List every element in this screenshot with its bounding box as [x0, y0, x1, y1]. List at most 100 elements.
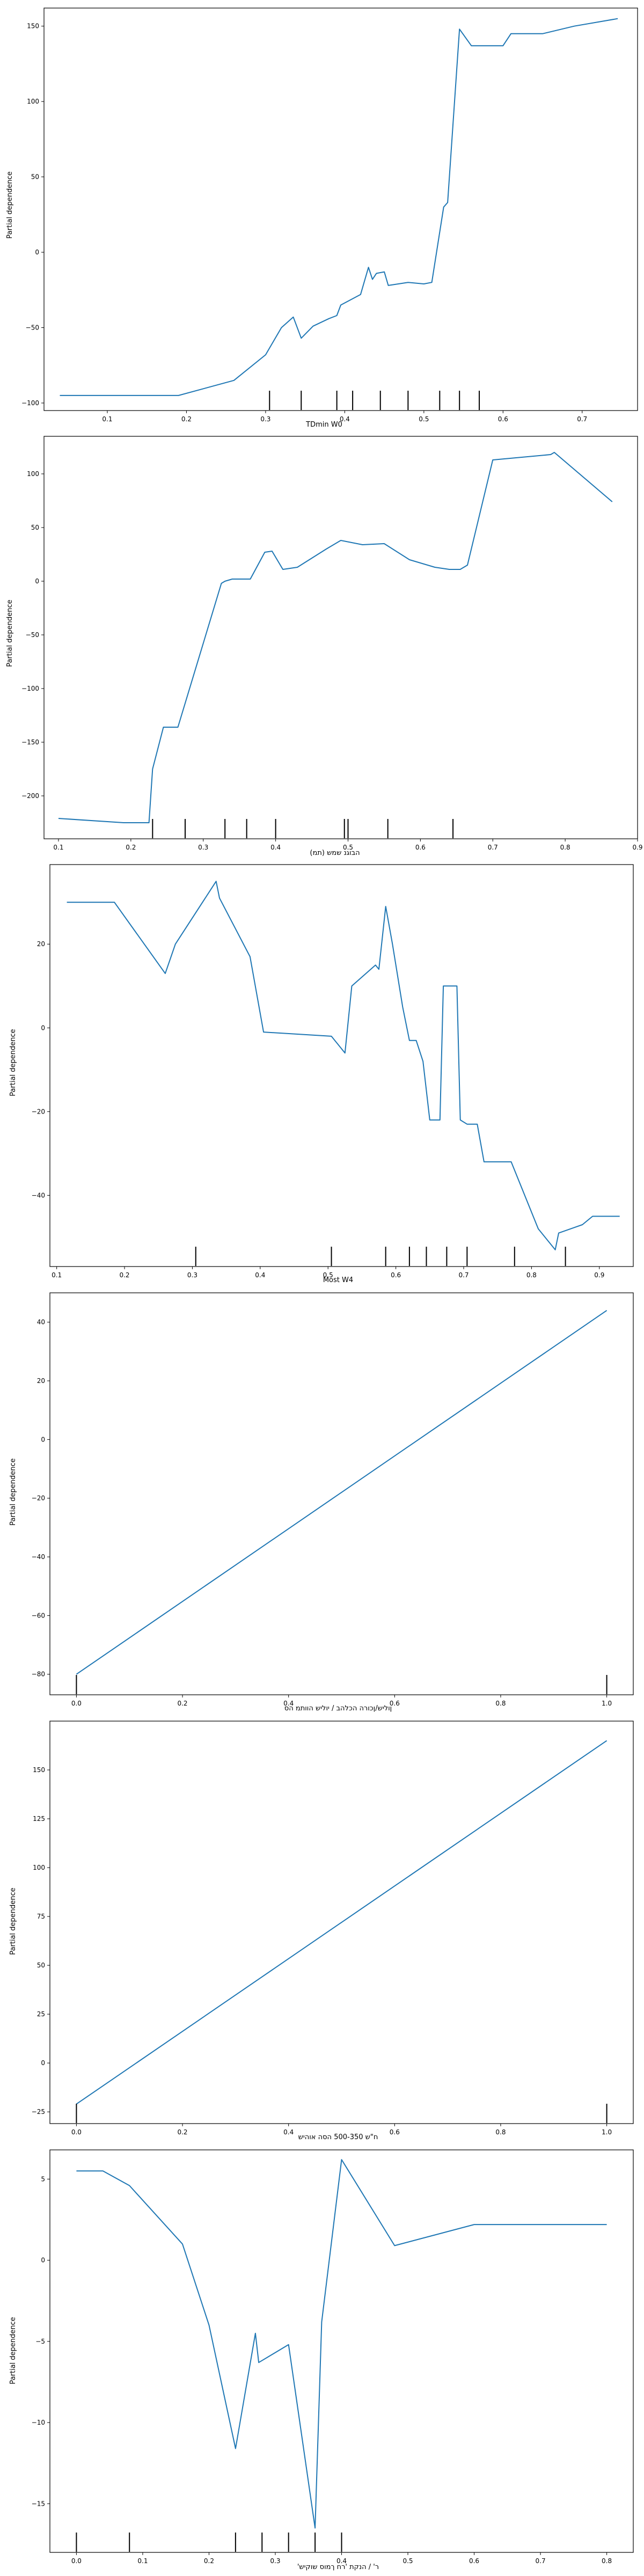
- pd-panel-2: Partial dependence Most W4 0.1 0.2 0.3 0.4 0…: [9, 864, 634, 1284]
- panel-0-x-tick-label: 0.6: [498, 415, 508, 423]
- panel-5-x-tick-label: 0.4: [336, 2557, 347, 2565]
- panel-2-x-tick-label: 0.4: [255, 1271, 265, 1279]
- panel-3-y-axis-label: Partial dependence: [9, 1458, 17, 1525]
- panel-1-x-tick-label: 0.3: [198, 844, 208, 851]
- panel-4-x-tick-label: 0.8: [495, 2128, 506, 2136]
- panel-5-x-axis-label: 'ר' / הנקת 'רח ךמוס שוקיש: [297, 2563, 379, 2571]
- panel-4-x-tick-label: 0.4: [283, 2128, 294, 2136]
- panel-2-x-tick-label: 0.7: [458, 1271, 469, 1279]
- panel-4-y-tick-label: 25: [37, 2010, 45, 2018]
- panel-5-x-tick-label: 0.7: [536, 2557, 546, 2565]
- panel-0-y-tick-label: 150: [27, 23, 39, 30]
- panel-0-y-tick-label: −50: [26, 324, 39, 332]
- panel-1-y-tick-label: 100: [27, 470, 39, 478]
- panel-1-y-tick-label: −50: [26, 631, 39, 639]
- pd-panel-3: Partial dependence ןוליש/ןכורה הכלהב / י…: [9, 1292, 634, 1713]
- panel-1-x-axis-label: (תמ) הבוגנ שמש: [310, 849, 360, 857]
- panel-0-x-tick-label: 0.7: [577, 415, 587, 423]
- panel-1-y-tick-label: 50: [31, 524, 39, 531]
- panel-4-y-tick-label: 125: [33, 1815, 45, 1823]
- panel-2-frame: [49, 864, 634, 1267]
- panel-5-pd-line: [76, 2159, 607, 2529]
- panel-1-x-tick-label: 0.4: [270, 844, 281, 851]
- panel-5-x-tick-label: 0.5: [402, 2557, 413, 2565]
- panel-0-y-tick-label: 50: [31, 173, 39, 181]
- panel-3-x-tick-label: 0.2: [177, 1700, 187, 1707]
- panel-3-x-tick-label: 0.4: [283, 1700, 294, 1707]
- panel-1-x-tick-label: 0.2: [126, 844, 136, 851]
- panel-4-x-tick-label: 1.0: [602, 2128, 612, 2136]
- panel-3-y-tick-label: 40: [37, 1319, 45, 1326]
- panel-3-x-tick-label: 0.0: [71, 1700, 82, 1707]
- panel-4-y-tick-label: 50: [37, 1962, 45, 1969]
- panel-5-y-tick-label: −15: [32, 2500, 45, 2507]
- panel-4-frame: [49, 1721, 634, 2124]
- panel-0-pd-line: [60, 18, 618, 396]
- panel-4-pd-line: [76, 1740, 608, 2105]
- panel-0-x-tick-label: 0.4: [340, 415, 350, 423]
- panel-4-x-tick-label: 0.6: [390, 2128, 400, 2136]
- panel-1-y-tick-label: −200: [21, 792, 39, 800]
- panel-4-y-axis-label: Partial dependence: [9, 1887, 17, 1955]
- panel-0-x-tick-label: 0.2: [181, 415, 192, 423]
- panel-0-y-axis-label: Partial dependence: [6, 171, 14, 238]
- panel-5-x-tick-label: 0.3: [270, 2557, 280, 2565]
- panel-5-y-tick-label: 5: [41, 2175, 45, 2183]
- panel-2-y-tick-label: −20: [32, 1108, 45, 1115]
- panel-5-y-axis-label: Partial dependence: [9, 2317, 17, 2384]
- panel-5-x-tick-label: 0.1: [137, 2557, 148, 2565]
- panel-5-x-tick-label: 0.0: [71, 2557, 82, 2565]
- panel-2-y-tick-label: 20: [37, 940, 45, 948]
- panel-1-y-tick-label: −100: [21, 685, 39, 692]
- panel-5-x-tick-label: 0.2: [204, 2557, 214, 2565]
- panel-4-y-tick-label: 100: [33, 1864, 45, 1871]
- panel-3-x-tick-label: 0.6: [390, 1700, 400, 1707]
- panel-1-pd-line: [58, 452, 613, 823]
- panel-3-y-tick-label: 20: [37, 1377, 45, 1385]
- panel-4-y-tick-label: 150: [33, 1766, 45, 1774]
- panel-2-y-tick-label: 0: [41, 1024, 45, 1031]
- panel-5-y-tick-label: 0: [41, 2257, 45, 2264]
- panel-3-y-tick-label: 0: [41, 1436, 45, 1443]
- panel-2-y-tick-label: −40: [32, 1191, 45, 1199]
- panel-5-x-tick-label: 0.6: [469, 2557, 479, 2565]
- panel-3-y-tick-label: −40: [32, 1553, 45, 1561]
- panel-5-x-tick-label: 0.8: [602, 2557, 612, 2565]
- panel-4-x-tick-label: 0.2: [177, 2128, 187, 2136]
- panel-3-y-tick-label: −20: [32, 1495, 45, 1502]
- panel-0-x-axis-label: TDmin W0: [305, 421, 342, 429]
- panel-0-x-tick-label: 0.5: [419, 415, 429, 423]
- panel-3-y-tick-label: −80: [32, 1671, 45, 1678]
- panel-0-frame: [43, 8, 638, 411]
- panel-3-x-tick-label: 1.0: [602, 1700, 612, 1707]
- panel-4-y-tick-label: 75: [37, 1913, 45, 1920]
- panel-1-y-axis-label: Partial dependence: [6, 599, 14, 667]
- panel-0-x-tick-label: 0.3: [260, 415, 270, 423]
- panel-5-y-tick-label: −10: [32, 2419, 45, 2426]
- panel-0-y-tick-label: 100: [27, 98, 39, 105]
- panel-3-pd-line: [76, 1309, 608, 1675]
- panel-4-y-tick-label: 0: [41, 2059, 45, 2067]
- panel-2-x-tick-label: 0.1: [52, 1271, 62, 1279]
- panel-3-y-tick-label: −60: [32, 1612, 45, 1619]
- panel-2-x-axis-label: Most W4: [323, 1276, 353, 1284]
- panel-2-x-tick-label: 0.8: [526, 1271, 537, 1279]
- pd-panel-0: Partial dependence TDmin W0 0.1 0.2 0.3 0.4…: [6, 8, 638, 429]
- panel-1-y-tick-label: −150: [21, 738, 39, 746]
- panel-2-y-axis-label: Partial dependence: [9, 1029, 17, 1096]
- panel-4-x-axis-label: ח"ש 500-350 הסה אוהיש: [298, 2133, 378, 2141]
- pd-panel-1: Partial dependence (תמ) הבוגנ שמש 0.1 0.2…: [6, 436, 643, 857]
- panel-0-y-tick-label: 0: [35, 248, 39, 256]
- panel-2-x-tick-label: 0.6: [391, 1271, 401, 1279]
- pd-panel-5: Partial dependence 'ר' / הנקת 'רח ךמוס ש…: [9, 2149, 634, 2571]
- panel-0-x-tick-label: 0.1: [102, 415, 112, 423]
- panel-1-frame: [43, 436, 638, 839]
- panel-1-x-tick-label: 0.5: [343, 844, 353, 851]
- panel-1-x-tick-label: 0.8: [560, 844, 570, 851]
- panel-4-x-tick-label: 0.0: [71, 2128, 82, 2136]
- panel-1-y-tick-label: 0: [35, 577, 39, 585]
- panel-1-x-tick-label: 0.7: [488, 844, 498, 851]
- panel-0-y-tick-label: −100: [21, 399, 39, 407]
